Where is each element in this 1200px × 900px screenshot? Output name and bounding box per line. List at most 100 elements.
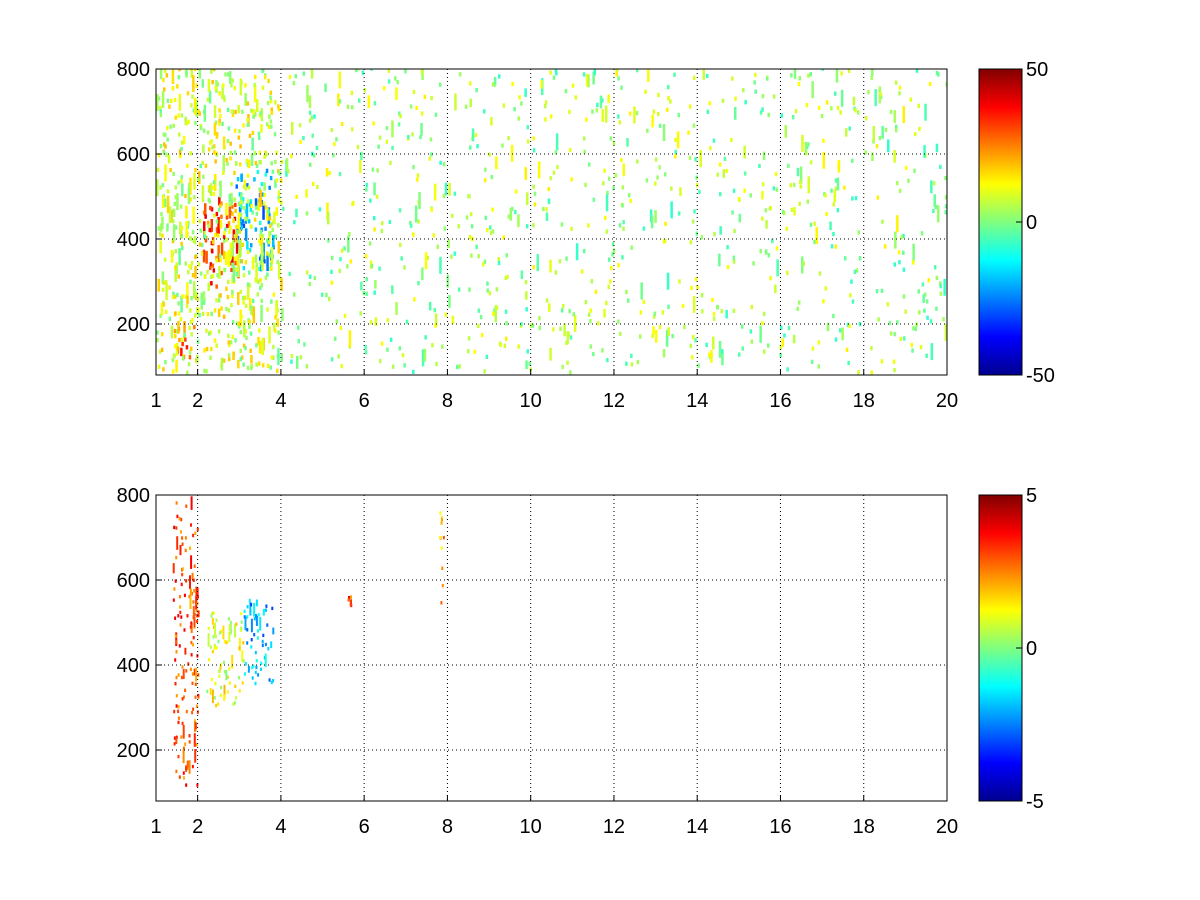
top-heatmap-cell [893, 332, 897, 337]
bottom-heatmap-cell [173, 742, 176, 746]
top-heatmap-cell [830, 188, 833, 193]
top-heatmap-cell [293, 220, 296, 225]
top-heatmap-cell [200, 305, 203, 310]
top-heatmap-cell [677, 112, 680, 118]
top-heatmap-cell [165, 283, 168, 300]
top-heatmap-cell [233, 128, 237, 133]
top-heatmap-cell [511, 81, 514, 87]
top-heatmap-cell [669, 99, 672, 104]
top-heatmap-cell [844, 256, 847, 261]
top-heatmap-cell [202, 174, 205, 179]
bottom-heatmap-cell [261, 639, 264, 644]
top-heatmap-cell [542, 206, 545, 212]
top-heatmap-cell [160, 212, 163, 217]
top-heatmap-cell [227, 223, 231, 228]
top-heatmap-cell [556, 165, 559, 170]
top-heatmap-cell [207, 197, 210, 202]
bottom-heatmap-cell [213, 643, 216, 648]
top-heatmap-cell [775, 246, 779, 251]
top-heatmap-cell [935, 306, 938, 311]
top-heatmap-cell [897, 250, 901, 255]
bottom-heatmap-cell [262, 633, 265, 638]
top-heatmap-cell [281, 308, 284, 321]
top-heatmap-cell [173, 344, 177, 349]
bottom-heatmap-cell [215, 646, 218, 650]
top-heatmap-cell [338, 268, 341, 274]
bottom-heatmap-cell [177, 720, 180, 725]
top-heatmap-cell [246, 282, 250, 287]
bottom-heatmap-cells [172, 496, 445, 787]
bottom-y-tick-label: 800 [117, 485, 150, 507]
top-heatmap-cell [180, 225, 184, 231]
top-heatmap-cell [858, 256, 862, 261]
top-heatmap-cell [442, 193, 446, 199]
top-heatmap-cell [933, 265, 937, 270]
top-heatmap-cell [253, 217, 257, 222]
top-heatmap-cell [220, 222, 223, 227]
bottom-heatmap-cell [439, 535, 442, 540]
top-heatmap-cell [216, 273, 219, 278]
top-heatmap-cell [526, 192, 529, 206]
top-heatmap-cell [257, 279, 260, 284]
top-heatmap-cell [532, 184, 535, 189]
top-heatmap-cell [162, 302, 166, 307]
top-heatmap-cell [266, 251, 269, 256]
top-heatmap-cell [817, 340, 821, 345]
bottom-heatmap-cell [262, 608, 265, 616]
top-heatmap-cell [712, 336, 715, 350]
top-heatmap-cell [213, 105, 217, 118]
top-heatmap-cell [912, 243, 915, 261]
top-heatmap-cell [234, 109, 237, 115]
bottom-heatmap-cell [259, 617, 262, 631]
top-heatmap-cell [238, 192, 242, 197]
top-heatmap-cell [180, 178, 183, 184]
top-heatmap-cell [250, 365, 253, 371]
top-heatmap-cell [160, 347, 164, 352]
top-heatmap-cell [313, 275, 317, 281]
top-x-tick-labels: 1 2 4 6 8 10 12 14 16 18 20 [150, 369, 958, 412]
bottom-x-tick-label: 8 [442, 816, 453, 838]
top-heatmap-cell [264, 226, 267, 231]
top-heatmap-cell [266, 363, 270, 368]
bottom-heatmap-cell [225, 670, 228, 681]
top-heatmap-cell [809, 160, 813, 165]
top-heatmap-cell [646, 128, 649, 133]
top-heatmap-cell [772, 186, 776, 191]
top-heatmap-cell [489, 230, 493, 236]
top-heatmap-cell [197, 308, 200, 313]
top-heatmap-cell [212, 69, 216, 72]
bottom-heatmap-cell [188, 740, 191, 744]
top-heatmap-cell [895, 128, 898, 133]
top-heatmap-cell [199, 228, 203, 233]
top-heatmap-cell [268, 231, 271, 245]
top-heatmap-cell [280, 353, 283, 362]
top-heatmap-cell [174, 294, 177, 299]
top-heatmap-cell [252, 306, 256, 324]
top-heatmap-cell [537, 161, 541, 179]
top-heatmap-cell [199, 271, 203, 276]
top-heatmap-cell [894, 80, 898, 85]
bottom-heatmap-cell [231, 654, 234, 669]
top-heatmap-cell [718, 253, 721, 267]
top-heatmap-cell [794, 109, 798, 114]
bottom-heatmap-cell [195, 743, 198, 747]
top-heatmap-cell [220, 357, 224, 371]
top-heatmap-cell [574, 95, 578, 100]
top-heatmap-cell [232, 239, 235, 249]
top-heatmap-cell [753, 80, 756, 85]
top-heatmap-cell [215, 211, 219, 217]
top-heatmap-cell [526, 139, 530, 144]
top-heatmap-cell [177, 301, 180, 306]
top-heatmap-cell [172, 171, 175, 177]
bottom-heatmap-cell [185, 709, 188, 714]
top-heatmap-cell [617, 319, 620, 324]
top-heatmap-cell [325, 292, 328, 298]
top-heatmap-cell [187, 362, 191, 367]
top-heatmap-cell [939, 291, 943, 296]
top-heatmap-cell [163, 142, 166, 147]
bottom-heatmap-cell [265, 604, 268, 608]
top-heatmap-cell [793, 182, 796, 187]
top-heatmap-cell [270, 124, 273, 129]
top-heatmap-cell [836, 208, 840, 213]
top-heatmap-cell [259, 260, 262, 265]
